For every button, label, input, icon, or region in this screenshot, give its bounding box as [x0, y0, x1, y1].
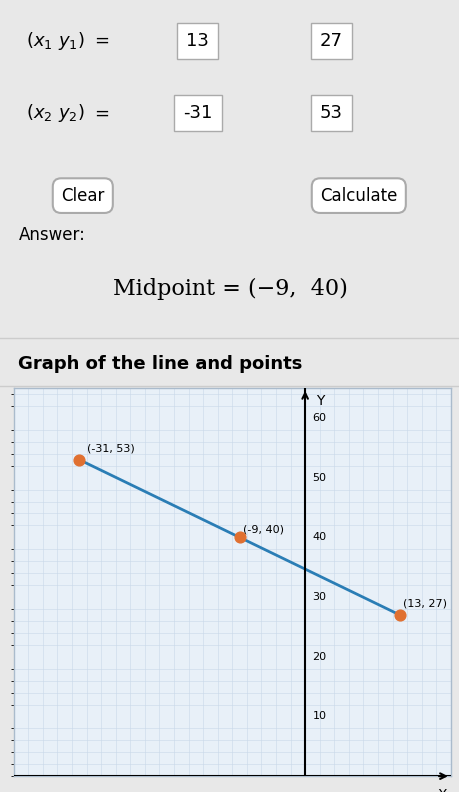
Text: 10: 10 [312, 711, 326, 722]
Text: (-31, 53): (-31, 53) [86, 444, 134, 454]
Text: 27: 27 [319, 32, 342, 50]
Point [235, 531, 243, 543]
Text: =: = [94, 32, 108, 50]
Text: 30: 30 [312, 592, 326, 602]
Text: (-9, 40): (-9, 40) [243, 524, 284, 535]
Text: $(x_2\ y_2)$: $(x_2\ y_2)$ [26, 102, 84, 124]
Text: 20: 20 [312, 652, 326, 662]
Text: Midpoint = (−9,  40): Midpoint = (−9, 40) [112, 278, 347, 300]
Text: 13: 13 [186, 32, 209, 50]
Text: $(x_1\ y_1)$: $(x_1\ y_1)$ [26, 30, 84, 52]
Text: 53: 53 [319, 105, 342, 122]
Text: Graph of the line and points: Graph of the line and points [18, 356, 302, 373]
Text: Answer:: Answer: [18, 227, 85, 244]
Text: =: = [94, 105, 108, 122]
Text: Clear: Clear [61, 187, 104, 204]
Text: -31: -31 [183, 105, 212, 122]
Text: 60: 60 [312, 413, 326, 423]
Text: 40: 40 [312, 532, 326, 543]
Point [395, 608, 403, 621]
Text: Calculate: Calculate [319, 187, 397, 204]
Text: 50: 50 [312, 473, 326, 482]
Point [75, 453, 83, 466]
Text: Y: Y [315, 394, 324, 408]
Text: X: X [437, 788, 446, 792]
Text: (13, 27): (13, 27) [403, 599, 447, 609]
